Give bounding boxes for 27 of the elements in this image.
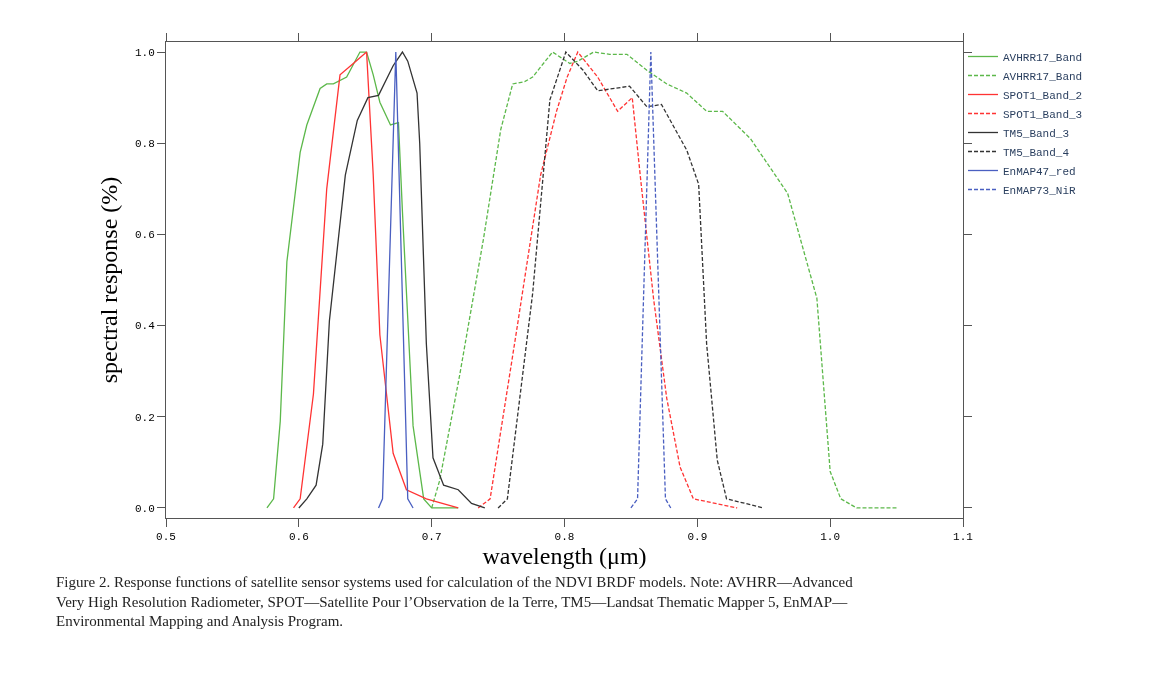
line-series [298,51,486,509]
x-tick-label: 0.9 [687,531,708,544]
caption: Figure 2. Response functions of satellite sensor systems used for calculation of the NDVI BRDF models. Note: AVHRR—Advanced Very High Resolution Radiometer, SPOT—Satellite Pour l’Observation de la Terre, TM5—Landsat Thematic Mapper 5, EnMAP— Environmental Mapping and Analysis Program. [56,574,854,629]
x-tick-label: 0.8 [554,531,575,544]
y-tick-label: 0.4 [134,320,156,333]
x-tick-label: 0.7 [421,531,442,544]
x-tick-label: 1.0 [820,531,841,544]
legend-label: TM5_Band_4 [1003,146,1070,159]
line-series [477,51,738,509]
legend-label: SPOT1_Band_3 [1003,108,1083,121]
y-tick-label: 0.2 [134,411,155,424]
legend-label: AVHRR17_Band [1003,51,1083,64]
line-series [497,51,765,509]
legend-label: AVHRR17_Band [1003,70,1083,83]
legend-label: EnMAP73_NiR [1003,184,1077,197]
x-tick-label: 0.6 [288,531,309,544]
y-tick-label: 0.6 [134,229,155,242]
y-tick-label: 0.8 [134,138,155,151]
legend-label: SPOT1_Band_2 [1003,89,1083,102]
legend-label: TM5_Band_3 [1003,127,1070,140]
y-tick-label: 0.0 [134,502,155,515]
y-tick-label: 1.0 [134,46,155,59]
x-tick-label: 1.1 [953,531,974,544]
legend-label: EnMAP47_red [1003,165,1076,178]
x-tick-label: 0.5 [156,531,176,544]
y-axis-title: spectral response (%) [96,176,123,384]
x-axis-title: wavelength (μm) [482,543,647,570]
